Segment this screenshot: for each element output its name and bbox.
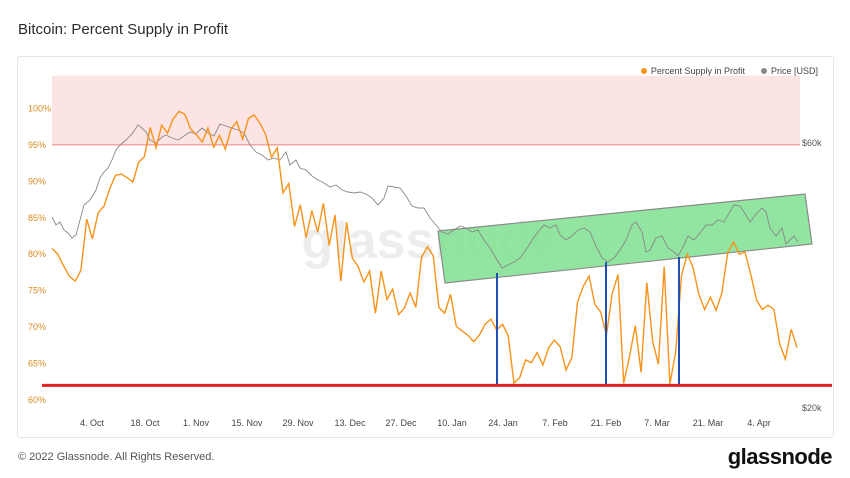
y-tick-label: 75% <box>28 286 46 296</box>
brand-logo: glassnode <box>727 444 833 469</box>
legend-label-price: Price [USD] <box>770 66 818 76</box>
legend-dot-supply <box>640 68 647 74</box>
x-tick-label: 1. Nov <box>183 418 210 428</box>
x-tick-label: 27. Dec <box>385 418 417 428</box>
y-tick-label: 95% <box>28 140 46 150</box>
x-tick-label: 10. Jan <box>437 418 467 428</box>
copyright: © 2022 Glassnode. All Rights Reserved. <box>18 451 215 463</box>
x-tick-label: 24. Jan <box>488 418 518 428</box>
supply-line <box>51 110 798 385</box>
legend: Percent Supply in Profit Price [USD] <box>640 66 818 76</box>
chart-title: Bitcoin: Percent Supply in Profit <box>18 21 229 38</box>
y-tick-label: 85% <box>28 213 46 223</box>
x-tick-label: 7. Feb <box>542 418 568 428</box>
legend-item-supply[interactable]: Percent Supply in Profit <box>640 66 745 76</box>
y-tick-label: 80% <box>28 249 46 259</box>
legend-label-supply: Percent Supply in Profit <box>650 66 745 76</box>
y-tick-label: 100% <box>28 103 51 113</box>
x-tick-label: 15. Nov <box>231 418 263 428</box>
right-tick-label: $60k <box>802 138 822 148</box>
y-tick-label: 90% <box>28 176 46 186</box>
legend-item-price[interactable]: Price [USD] <box>760 66 818 76</box>
y-tick-label: 65% <box>28 359 46 369</box>
x-tick-label: 13. Dec <box>334 418 366 428</box>
x-tick-label: 4. Apr <box>747 418 771 428</box>
x-tick-label: 21. Mar <box>693 418 724 428</box>
legend-dot-price <box>760 68 767 74</box>
right-tick-label: $20k <box>802 403 822 413</box>
y-tick-label: 70% <box>28 322 46 332</box>
x-tick-label: 29. Nov <box>282 418 314 428</box>
top-band <box>52 75 800 145</box>
x-tick-label: 7. Mar <box>644 418 670 428</box>
x-tick-label: 4. Oct <box>80 418 105 428</box>
y-tick-label: 60% <box>28 395 46 405</box>
x-tick-label: 18. Oct <box>130 418 160 428</box>
x-tick-label: 21. Feb <box>591 418 622 428</box>
channel <box>437 193 813 284</box>
